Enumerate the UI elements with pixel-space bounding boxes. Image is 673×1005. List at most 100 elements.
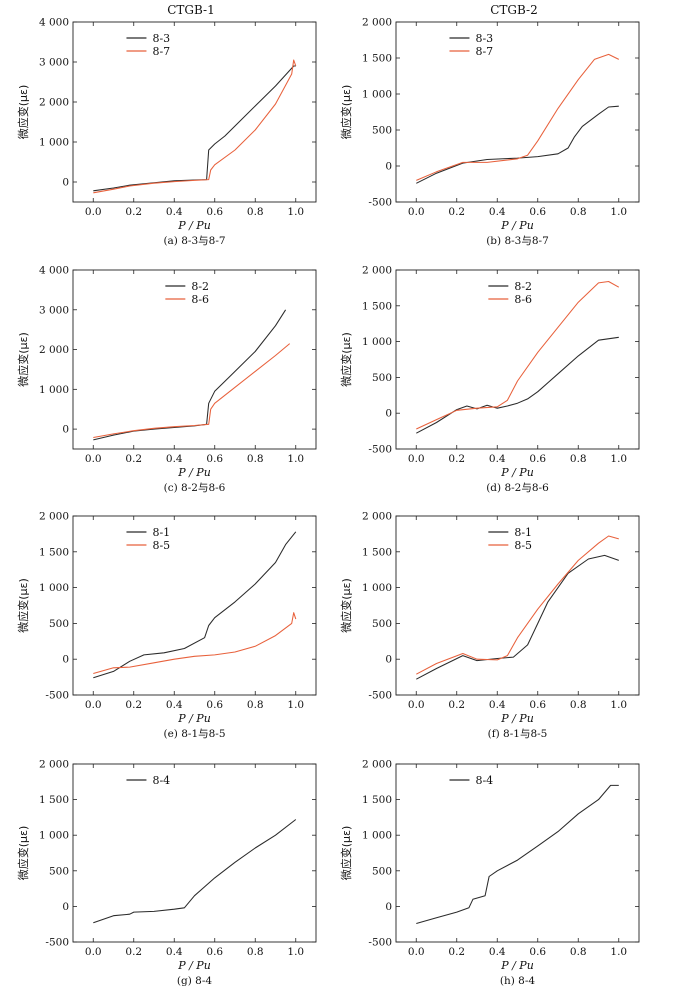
plot-frame [72, 515, 317, 696]
x-tick-label: 0.0 [85, 699, 102, 711]
x-tick-label: 1.0 [287, 699, 304, 711]
x-axis-title: P / Pu [500, 712, 534, 725]
y-tick-label: 1 000 [362, 336, 392, 348]
panel-caption: (c) 8-2与8-6 [164, 482, 226, 494]
x-tick-label: 0.2 [125, 453, 142, 465]
y-tick-label: 1 500 [39, 546, 69, 558]
y-tick-label: 500 [372, 125, 392, 137]
y-axis-title: 微应变(με) [339, 85, 353, 140]
y-tick-label: 4 000 [39, 265, 69, 277]
series-line-8-6 [416, 280, 620, 430]
legend-label-8-1: 8-1 [152, 526, 170, 539]
series-line-8-5 [93, 612, 297, 675]
x-tick-label: 0.2 [448, 699, 465, 711]
y-tick-label: 2 000 [362, 511, 392, 523]
x-tick-label: 1.0 [610, 453, 627, 465]
y-tick-label: 1 500 [362, 300, 392, 312]
x-axis-title: P / Pu [500, 466, 534, 479]
x-tick-label: 0.6 [529, 699, 546, 711]
x-tick-label: 0.8 [247, 206, 264, 218]
legend-label-8-6: 8-6 [514, 293, 532, 306]
series-line-8-4 [416, 784, 619, 925]
x-tick-label: 0.6 [529, 946, 546, 958]
legend-label-8-1: 8-1 [514, 526, 532, 539]
x-tick-label: 0.0 [85, 453, 102, 465]
y-tick-label: 2 000 [39, 97, 69, 109]
x-tick-label: 0.0 [408, 453, 425, 465]
y-tick-label: 1 500 [362, 794, 392, 806]
y-axis-title: 微应变(με) [339, 826, 353, 881]
chart-panel-2: 0.0 0.2 0.4 0.6 0.8 1.0 -500 0 500 1 000 1 500 2 00… [339, 17, 640, 247]
plot-frame [395, 269, 640, 450]
chart-panels: 0.0 0.2 0.4 0.6 0.8 1.0 0 1 000 2 000 3 000 4 000 P… [16, 17, 640, 987]
y-tick-label: 2 000 [39, 511, 69, 523]
y-tick-label: 2 000 [362, 759, 392, 771]
legend-label-8-3: 8-3 [152, 32, 170, 45]
x-tick-label: 0.4 [489, 206, 506, 218]
x-tick-label: 0.6 [529, 206, 546, 218]
x-tick-label: 0.8 [247, 946, 264, 958]
y-tick-label: 500 [49, 865, 69, 877]
x-tick-label: 0.6 [206, 699, 223, 711]
y-tick-label: -500 [368, 197, 392, 209]
x-tick-label: 0.2 [448, 453, 465, 465]
x-tick-label: 0.6 [206, 206, 223, 218]
x-tick-label: 0.0 [408, 946, 425, 958]
panel-caption: (d) 8-2与8-6 [486, 482, 549, 494]
x-tick-label: 1.0 [287, 946, 304, 958]
series-line-8-1 [93, 531, 297, 679]
series-line-8-3 [93, 65, 296, 192]
x-tick-label: 0.2 [125, 206, 142, 218]
chart-panel-5: 0.0 0.2 0.4 0.6 0.8 1.0 -500 0 500 1 000 1 500 2 00… [16, 511, 317, 740]
y-tick-label: 1 000 [39, 384, 69, 396]
x-tick-label: 0.4 [489, 453, 506, 465]
legend-label-8-7: 8-7 [152, 45, 170, 58]
y-tick-label: 1 000 [39, 137, 69, 149]
legend-label-8-4: 8-4 [475, 774, 493, 787]
x-tick-label: 0.4 [489, 699, 506, 711]
x-tick-label: 0.8 [570, 206, 587, 218]
plot-frame [395, 763, 640, 943]
x-tick-label: 0.6 [206, 946, 223, 958]
legend-label-8-2: 8-2 [191, 280, 209, 293]
panel-caption: (g) 8-4 [177, 975, 212, 987]
x-tick-label: 0.4 [166, 453, 183, 465]
x-axis-title: P / Pu [177, 712, 211, 725]
y-tick-label: -500 [368, 444, 392, 456]
chart-panel-6: 0.0 0.2 0.4 0.6 0.8 1.0 -500 0 500 1 000 1 500 2 00… [339, 511, 640, 740]
series-line-8-1 [416, 554, 619, 680]
x-tick-label: 0.2 [125, 946, 142, 958]
panel-caption: (f) 8-1与8-5 [488, 728, 548, 740]
plot-frame [72, 21, 317, 203]
y-tick-label: 1 500 [362, 546, 392, 558]
x-axis-title: P / Pu [500, 959, 534, 972]
y-axis-title: 微应变(με) [339, 332, 353, 387]
y-tick-label: 0 [62, 177, 69, 189]
y-tick-label: 1 000 [362, 582, 392, 594]
x-tick-label: 0.2 [448, 206, 465, 218]
x-tick-label: 0.0 [85, 946, 102, 958]
y-tick-label: 0 [385, 161, 392, 173]
panel-caption: (a) 8-3与8-7 [163, 235, 225, 247]
y-tick-label: 2 000 [362, 17, 392, 29]
y-tick-label: 0 [385, 408, 392, 420]
y-tick-label: 0 [62, 424, 69, 436]
column-title-right: CTGB-2 [490, 3, 538, 17]
y-tick-label: -500 [45, 690, 69, 702]
y-tick-label: 0 [385, 901, 392, 913]
x-tick-label: 0.2 [125, 699, 142, 711]
legend-label-8-2: 8-2 [514, 280, 532, 293]
x-tick-label: 1.0 [287, 453, 304, 465]
x-tick-label: 0.4 [166, 206, 183, 218]
y-tick-label: -500 [368, 937, 392, 949]
y-tick-label: 3 000 [39, 57, 69, 69]
chart-panel-1: 0.0 0.2 0.4 0.6 0.8 1.0 0 1 000 2 000 3 000 4 000 P… [16, 17, 317, 247]
panel-caption: (h) 8-4 [500, 975, 536, 987]
x-tick-label: 0.6 [529, 453, 546, 465]
y-tick-label: 500 [372, 618, 392, 630]
chart-panel-7: 0.0 0.2 0.4 0.6 0.8 1.0 -500 0 500 1 000 1 500 2 00… [16, 759, 317, 987]
x-tick-label: 0.8 [570, 453, 587, 465]
x-tick-label: 0.0 [408, 206, 425, 218]
y-tick-label: -500 [368, 690, 392, 702]
series-line-8-6 [93, 343, 291, 439]
